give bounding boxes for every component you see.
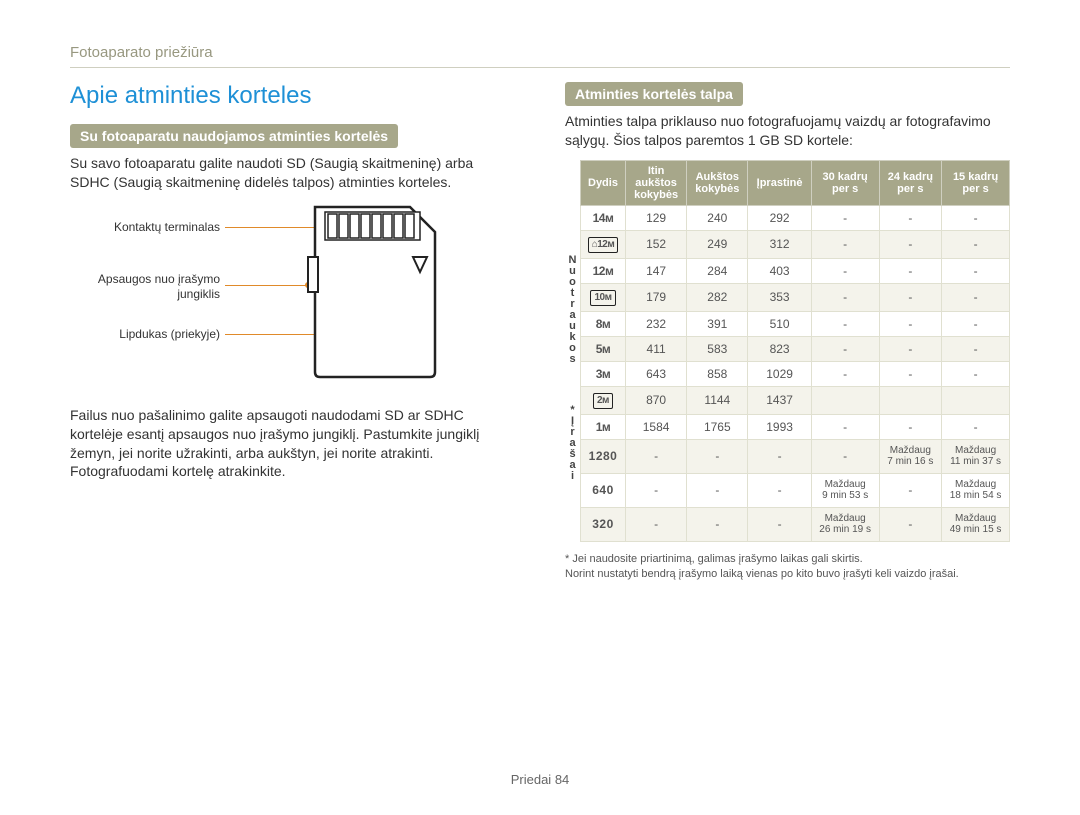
table-header: 15 kadrųper s: [942, 160, 1010, 205]
diagram-label-terminal: Kontaktų terminalas: [70, 220, 220, 235]
table-header: 30 kadrųper s: [811, 160, 879, 205]
table-header: 24 kadrųper s: [879, 160, 942, 205]
left-column: Apie atminties korteles Su fotoaparatu n…: [70, 82, 515, 581]
paragraph: Su savo fotoaparatu galite naudoti SD (S…: [70, 154, 515, 192]
table-header: Dydis: [581, 160, 626, 205]
table-row: 5ᴍ411583823---: [581, 336, 1010, 361]
subheading-capacity: Atminties kortelės talpa: [565, 82, 743, 106]
table-header: Itinaukštoskokybės: [625, 160, 686, 205]
breadcrumb: Fotoaparato priežiūra: [70, 44, 1010, 68]
paragraph: Failus nuo pašalinimo galite apsaugoti n…: [70, 406, 515, 482]
table-header: Aukštoskokybės: [687, 160, 748, 205]
table-row: 640---Maždaug9 min 53 s-Maždaug18 min 54…: [581, 473, 1010, 507]
paragraph: Atminties talpa priklauso nuo fotografuo…: [565, 112, 1010, 150]
table-row: ⌂12ᴍ152249312---: [581, 230, 1010, 258]
page-title: Apie atminties korteles: [70, 82, 515, 110]
footnote: * Jei naudosite priartinimą, galimas įra…: [565, 552, 1010, 582]
table-row: 3ᴍ6438581029---: [581, 361, 1010, 386]
table-row: 8ᴍ232391510---: [581, 311, 1010, 336]
table-side-label-photos: Nuotraukos*Įrašai: [565, 160, 580, 542]
table-header: Įprastinė: [748, 160, 811, 205]
page-number: Priedai 84: [0, 772, 1080, 787]
sd-card-diagram: Kontaktų terminalas Apsaugos nuo įrašymo…: [70, 202, 515, 392]
diagram-label-switch: Apsaugos nuo įrašymo jungiklis: [70, 272, 220, 302]
diagram-label-front: Lipdukas (priekyje): [70, 327, 220, 342]
sd-card-icon: [300, 202, 450, 382]
table-row: 1ᴍ158417651993---: [581, 414, 1010, 439]
right-column: Atminties kortelės talpa Atminties talpa…: [565, 82, 1010, 581]
table-row: 2ᴍ87011441437: [581, 386, 1010, 414]
table-row: 14ᴍ129240292---: [581, 205, 1010, 230]
capacity-table: DydisItinaukštoskokybėsAukštoskokybėsĮpr…: [580, 160, 1010, 542]
table-row: 1280----Maždaug7 min 16 sMaždaug11 min 3…: [581, 439, 1010, 473]
table-row: 10ᴍ179282353---: [581, 283, 1010, 311]
table-row: 320---Maždaug26 min 19 s-Maždaug49 min 1…: [581, 507, 1010, 541]
subheading-compatible-cards: Su fotoaparatu naudojamos atminties kort…: [70, 124, 398, 148]
table-row: 12ᴍ147284403---: [581, 258, 1010, 283]
